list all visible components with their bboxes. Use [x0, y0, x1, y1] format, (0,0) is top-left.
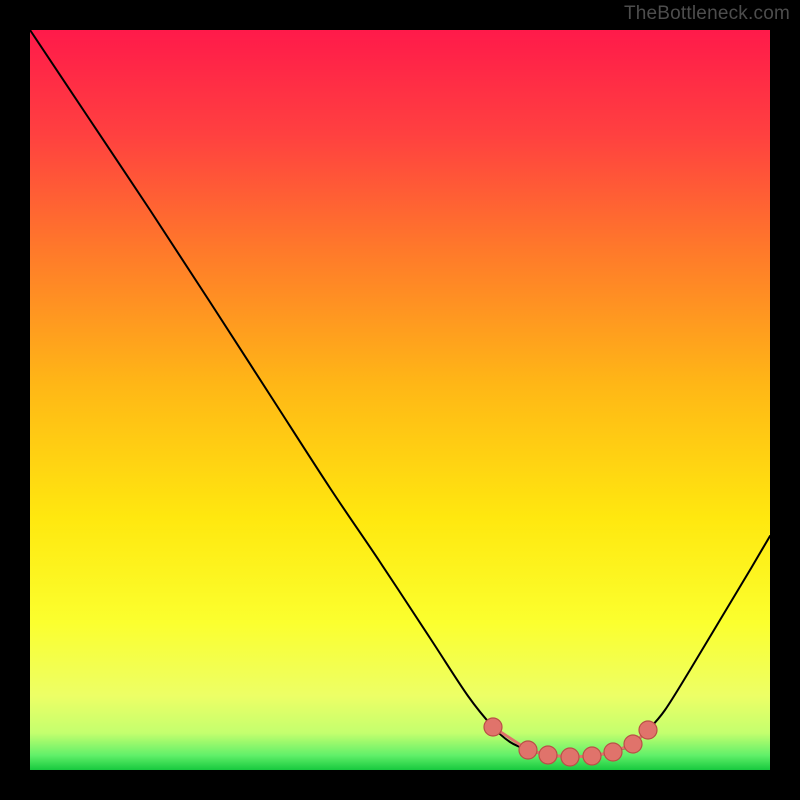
watermark-text: TheBottleneck.com — [624, 3, 790, 25]
plot-area — [30, 30, 770, 770]
gradient-background — [30, 30, 770, 770]
plot-frame — [30, 30, 770, 770]
